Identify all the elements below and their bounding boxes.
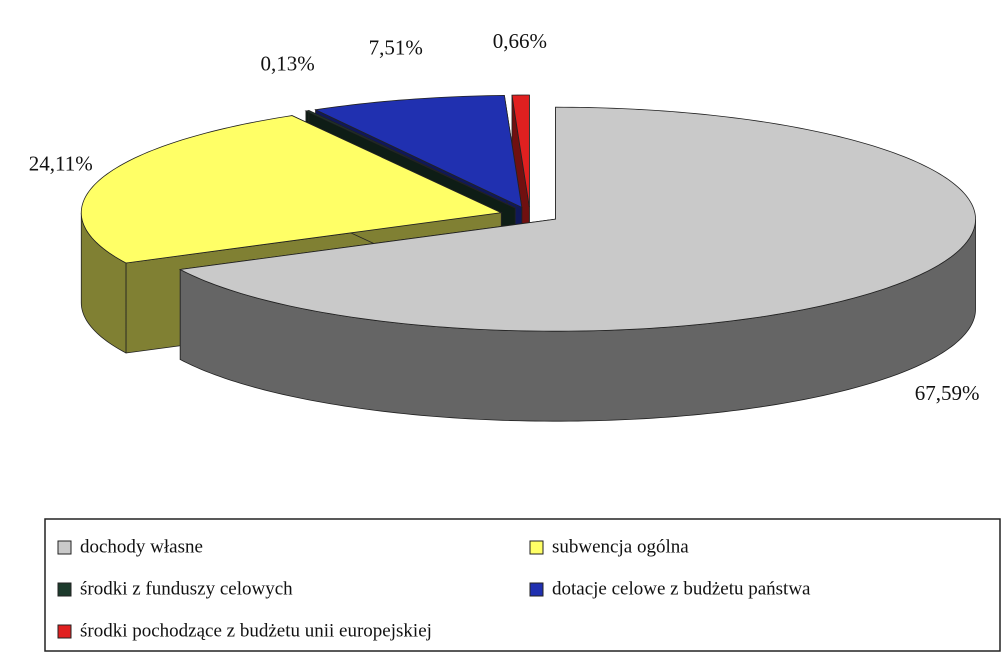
slice-top bbox=[314, 94, 523, 208]
legend-label: subwencja ogólna bbox=[552, 536, 689, 557]
slice-top bbox=[178, 106, 976, 332]
legend-label: dochody własne bbox=[80, 536, 203, 557]
slice-top bbox=[80, 115, 503, 264]
slice-top bbox=[304, 110, 516, 209]
legend-swatch bbox=[57, 624, 72, 639]
legend-swatch bbox=[529, 540, 544, 555]
legend-label: środki pochodzące z budżetu unii europej… bbox=[80, 620, 432, 641]
legend-swatch bbox=[57, 582, 72, 597]
data-label: 7,51% bbox=[369, 35, 423, 59]
data-label: 0,13% bbox=[261, 51, 315, 75]
legend-label: środki z funduszy celowych bbox=[80, 578, 293, 599]
legend-label: dotacje celowe z budżetu państwa bbox=[552, 578, 811, 599]
slice-top bbox=[511, 94, 530, 208]
legend-swatch bbox=[57, 540, 72, 555]
data-label: 67,59% bbox=[915, 381, 980, 405]
legend-box bbox=[44, 518, 1001, 652]
data-label: 24,11% bbox=[29, 151, 93, 175]
data-label: 0,66% bbox=[493, 29, 547, 53]
pie bbox=[80, 94, 976, 422]
legend-swatch bbox=[529, 582, 544, 597]
